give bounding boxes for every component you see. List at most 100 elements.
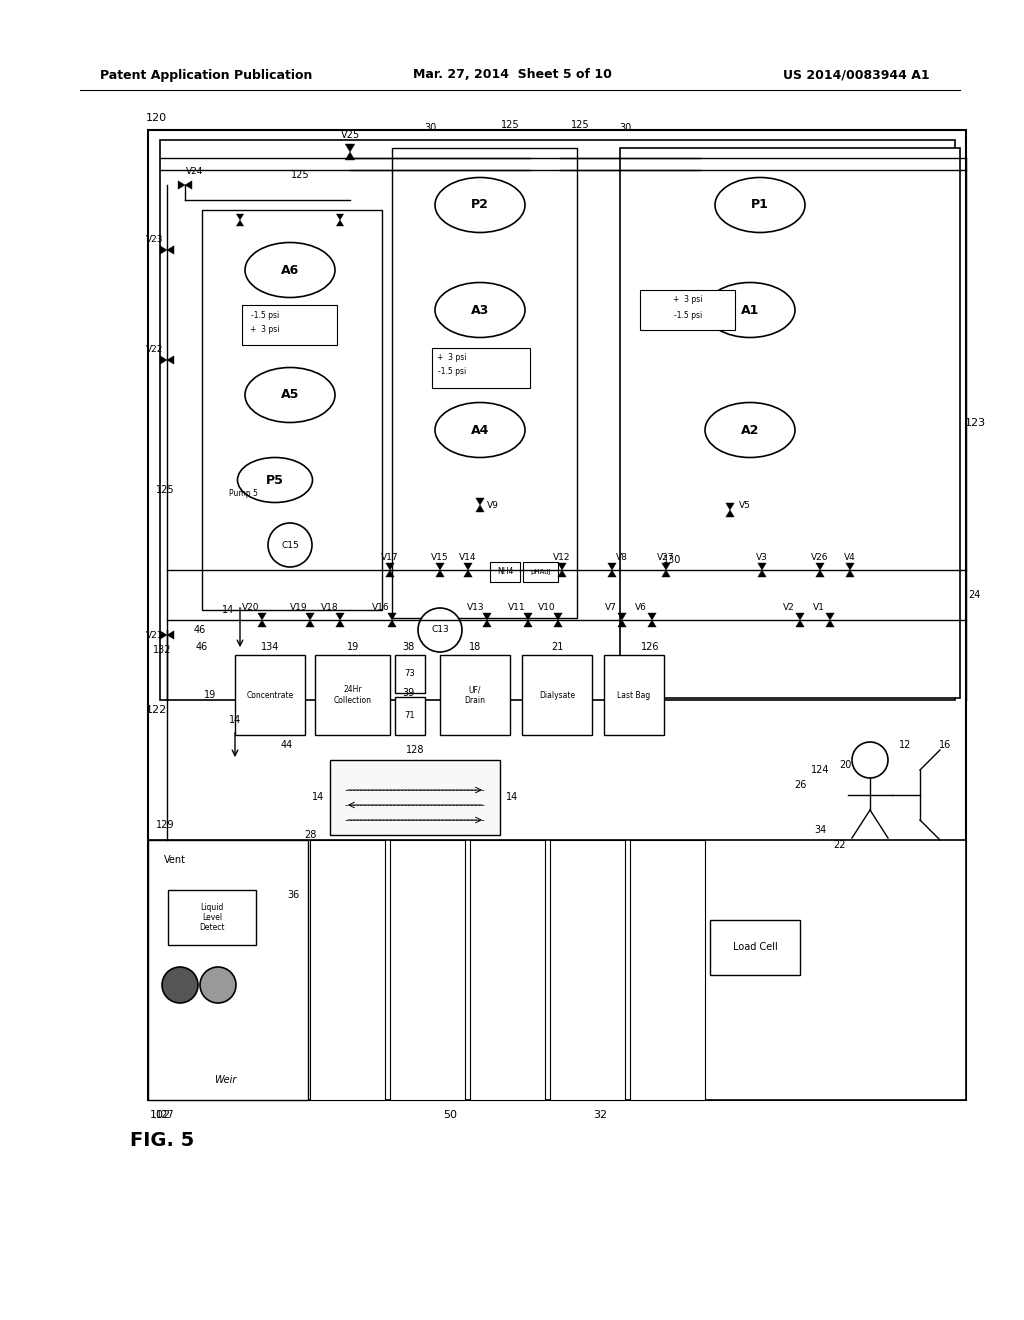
Polygon shape	[386, 570, 394, 577]
Text: -1.5 psi: -1.5 psi	[438, 367, 466, 376]
Text: A5: A5	[281, 388, 299, 401]
Polygon shape	[464, 570, 472, 577]
Polygon shape	[758, 564, 766, 570]
Text: Load Cell: Load Cell	[732, 942, 777, 953]
Text: 22: 22	[834, 840, 846, 850]
Bar	[522, 655, 592, 735]
Text: -1.5 psi: -1.5 psi	[674, 312, 702, 321]
Polygon shape	[258, 612, 266, 620]
Polygon shape	[648, 620, 656, 627]
Text: V9: V9	[487, 500, 499, 510]
Text: 26: 26	[794, 780, 806, 789]
Ellipse shape	[705, 403, 795, 458]
Polygon shape	[846, 570, 854, 577]
Text: Dialysate: Dialysate	[539, 690, 575, 700]
Text: C13: C13	[431, 626, 449, 635]
Text: 134: 134	[261, 642, 280, 652]
Polygon shape	[554, 620, 562, 627]
Ellipse shape	[245, 367, 335, 422]
Text: V24: V24	[186, 168, 204, 177]
Text: 19: 19	[204, 690, 216, 700]
Polygon shape	[608, 570, 616, 577]
Bar	[550, 840, 625, 1100]
Bar	[395, 697, 425, 735]
Polygon shape	[160, 356, 167, 364]
Text: V13: V13	[467, 602, 484, 611]
Text: NH4: NH4	[497, 568, 513, 577]
Text: 16: 16	[939, 741, 951, 750]
Text: Patent Application Publication: Patent Application Publication	[100, 69, 312, 82]
Text: +  3 psi: + 3 psi	[437, 354, 467, 363]
Circle shape	[200, 968, 236, 1003]
Polygon shape	[167, 246, 174, 255]
Polygon shape	[386, 564, 394, 570]
Polygon shape	[388, 612, 396, 620]
Text: V6: V6	[635, 602, 647, 611]
Polygon shape	[726, 510, 734, 517]
Polygon shape	[796, 620, 804, 627]
Polygon shape	[178, 181, 185, 189]
Text: 24Hr
Collection: 24Hr Collection	[334, 685, 372, 705]
Text: 73: 73	[404, 669, 416, 678]
Polygon shape	[816, 564, 824, 570]
Ellipse shape	[435, 282, 525, 338]
Polygon shape	[476, 498, 484, 506]
Polygon shape	[167, 356, 174, 364]
Polygon shape	[482, 620, 492, 627]
Polygon shape	[758, 570, 766, 577]
Polygon shape	[524, 620, 532, 627]
Text: A2: A2	[740, 424, 759, 437]
Bar	[490, 562, 520, 582]
Polygon shape	[258, 620, 266, 627]
Text: 19: 19	[347, 642, 359, 652]
Polygon shape	[345, 152, 354, 160]
Text: 123: 123	[965, 418, 986, 428]
Text: US 2014/0083944 A1: US 2014/0083944 A1	[783, 69, 930, 82]
Circle shape	[162, 968, 198, 1003]
Text: 120: 120	[146, 114, 167, 123]
Polygon shape	[662, 570, 670, 577]
Bar	[168, 890, 256, 945]
Bar	[640, 290, 735, 330]
Polygon shape	[554, 612, 562, 620]
Text: 124: 124	[811, 766, 829, 775]
Polygon shape	[336, 620, 344, 627]
Polygon shape	[482, 612, 492, 620]
Text: 122: 122	[146, 705, 167, 715]
Text: 130: 130	[663, 554, 681, 565]
Text: 36: 36	[287, 890, 299, 900]
Polygon shape	[160, 631, 167, 639]
Text: V15: V15	[431, 553, 449, 561]
Text: 14: 14	[506, 792, 518, 803]
Polygon shape	[337, 220, 344, 226]
Text: UF/
Drain: UF/ Drain	[465, 685, 485, 705]
Polygon shape	[476, 506, 484, 512]
Bar	[242, 305, 337, 345]
Text: V8: V8	[616, 553, 628, 561]
Polygon shape	[464, 564, 472, 570]
Text: V18: V18	[322, 602, 339, 611]
Polygon shape	[608, 564, 616, 570]
Text: A1: A1	[740, 304, 759, 317]
Text: Liquid
Level
Detect: Liquid Level Detect	[200, 903, 224, 932]
Text: V11: V11	[508, 602, 525, 611]
Text: 127: 127	[156, 1110, 174, 1119]
Text: P2: P2	[471, 198, 488, 211]
Polygon shape	[617, 612, 627, 620]
Polygon shape	[825, 620, 835, 627]
Text: 14: 14	[222, 605, 234, 615]
Text: 125: 125	[291, 170, 309, 180]
Polygon shape	[237, 220, 244, 226]
Text: Pump 5: Pump 5	[228, 490, 257, 499]
Text: 32: 32	[593, 1110, 607, 1119]
Polygon shape	[816, 570, 824, 577]
Polygon shape	[726, 503, 734, 510]
Text: V4: V4	[844, 553, 856, 561]
Text: 39: 39	[401, 688, 414, 698]
Bar	[470, 840, 545, 1100]
Text: +  3 psi: + 3 psi	[250, 326, 280, 334]
Text: V17: V17	[381, 553, 398, 561]
Text: 132: 132	[153, 645, 171, 655]
Polygon shape	[524, 612, 532, 620]
Polygon shape	[388, 620, 396, 627]
